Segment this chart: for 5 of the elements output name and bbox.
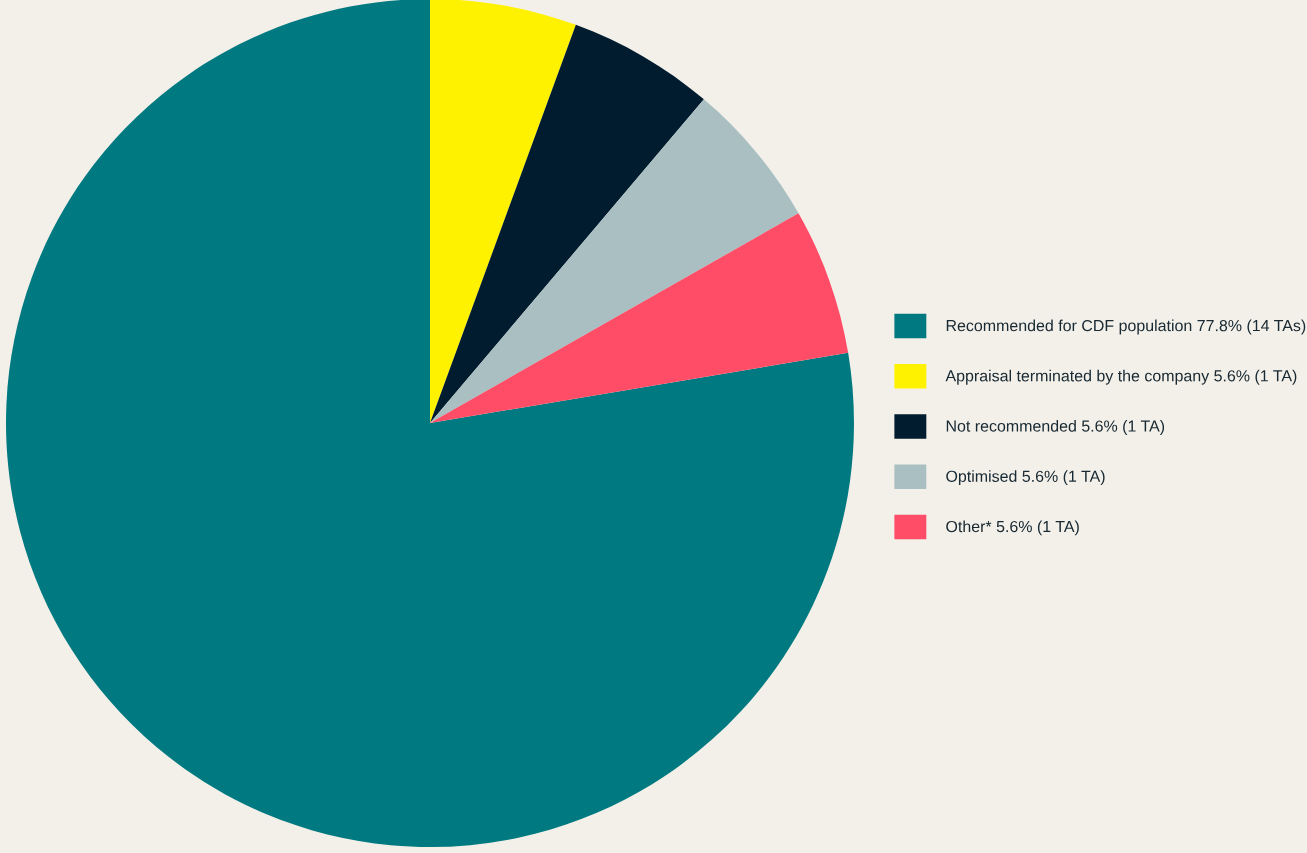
legend-label: Recommended for CDF population 77.8% (14 TAs): [946, 319, 1306, 335]
legend-label: Appraisal terminated by the company 5.6% (1 TA): [945, 369, 1297, 385]
legend-label: Not recommended 5.6% (1 TA): [946, 420, 1165, 435]
legend-label: Optimised 5.6% (1 TA): [946, 470, 1105, 486]
legend-label: Other* 5.6% (1 TA): [946, 520, 1079, 536]
